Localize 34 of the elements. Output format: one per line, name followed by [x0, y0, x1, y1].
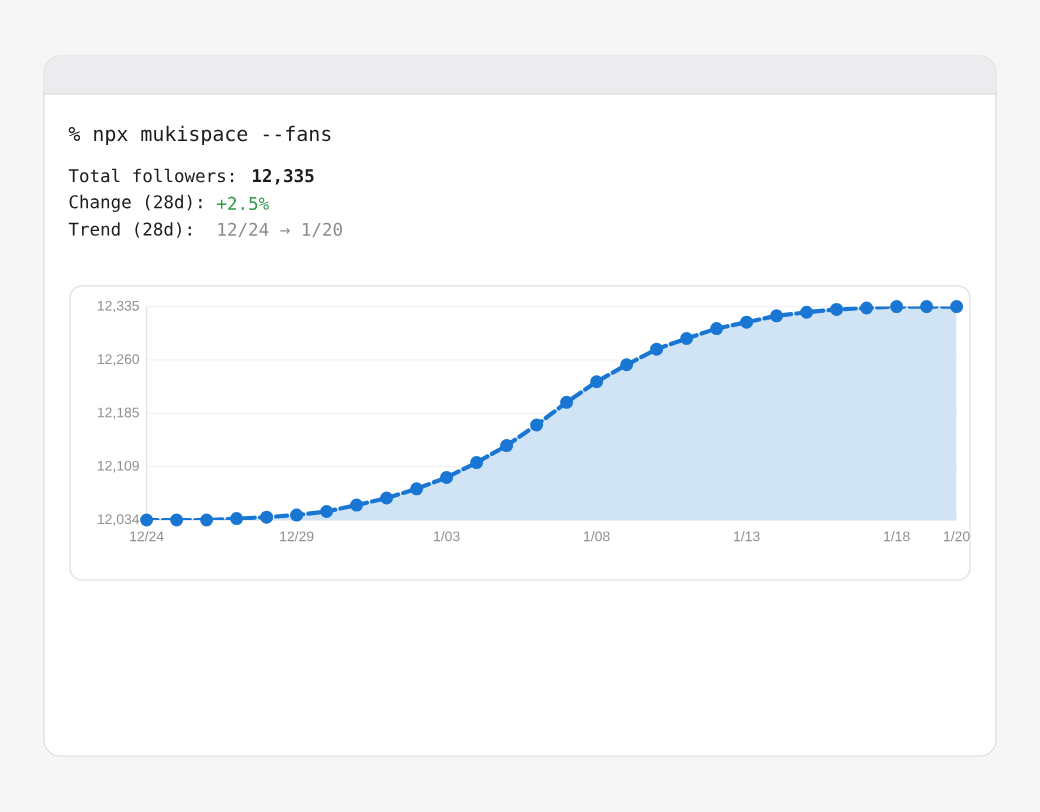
text: 12/24 → 1/20	[218, 222, 342, 238]
point	[920, 300, 934, 314]
point	[410, 482, 424, 496]
point	[890, 300, 904, 314]
point	[800, 305, 814, 319]
point	[860, 301, 874, 315]
point	[200, 513, 214, 527]
point	[350, 498, 364, 512]
point	[140, 513, 154, 527]
point	[170, 513, 184, 527]
point	[710, 322, 724, 336]
text: Total followers: 12,335	[68, 168, 314, 185]
point	[530, 418, 544, 432]
point	[500, 439, 514, 453]
point	[260, 510, 274, 524]
text: Trend (28d):	[68, 222, 191, 238]
point	[770, 309, 784, 323]
point	[560, 395, 574, 409]
point	[230, 512, 244, 526]
point	[740, 315, 754, 329]
point	[950, 300, 964, 314]
point	[650, 342, 664, 356]
point	[380, 491, 394, 505]
text: +2.5%	[217, 196, 269, 211]
text: % npx mukispace --fans	[68, 125, 331, 146]
point	[290, 508, 304, 522]
point	[680, 331, 694, 345]
point	[440, 470, 454, 484]
text: Change (28d):	[69, 194, 202, 212]
point	[470, 456, 484, 470]
point	[320, 504, 334, 518]
point	[830, 302, 844, 316]
point	[590, 375, 604, 389]
point	[620, 358, 634, 372]
